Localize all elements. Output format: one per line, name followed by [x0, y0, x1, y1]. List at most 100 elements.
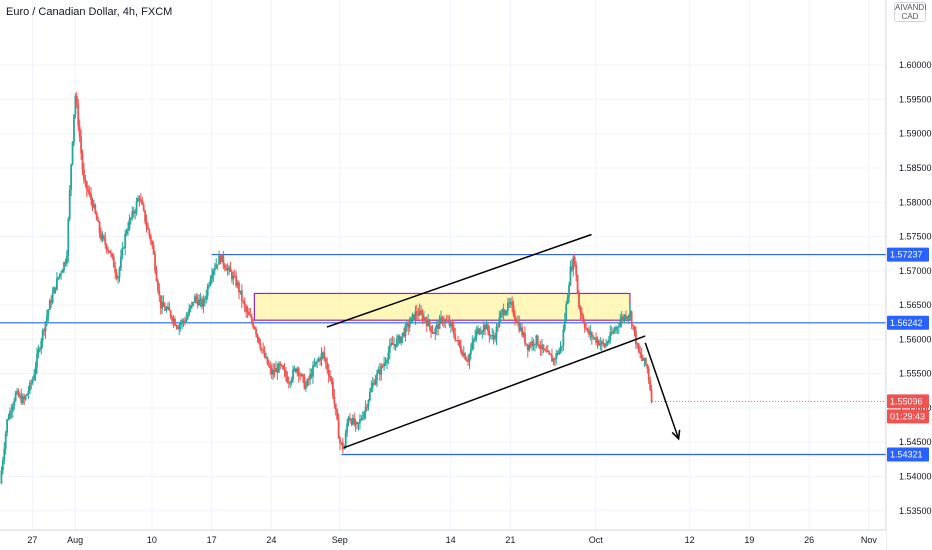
time-axis[interactable]: 27 Aug 10 17 24 Sep 14 21 Oct 12 19 26 Nov — [0, 529, 886, 550]
candle-body — [127, 228, 129, 232]
candle-body — [438, 318, 441, 329]
candle-body — [484, 325, 487, 330]
candle-body — [340, 442, 343, 444]
candle-body — [7, 418, 10, 420]
candle-body — [171, 317, 174, 322]
candle-body — [488, 330, 491, 336]
candle-body — [238, 282, 240, 293]
currency-badge[interactable]: AIVANDI CAD — [894, 2, 926, 22]
candle-body — [205, 295, 208, 300]
channel-lower-line — [343, 335, 646, 449]
candle-body — [68, 189, 71, 220]
horizontal-levels[interactable] — [0, 253, 886, 456]
candle-body — [53, 287, 55, 294]
candle-body — [367, 400, 370, 408]
candle-body — [212, 270, 215, 275]
candle-body — [403, 332, 405, 337]
candle-body — [489, 335, 492, 337]
candle-body — [442, 322, 445, 324]
candle-body — [451, 322, 454, 328]
candle-body — [396, 338, 398, 347]
trend-drawings[interactable] — [326, 233, 681, 449]
candle-body — [14, 392, 17, 401]
candle-body — [155, 270, 158, 281]
candle-body — [9, 411, 11, 419]
candle-body — [314, 361, 317, 365]
candle-body — [218, 255, 220, 265]
candle-body — [313, 364, 316, 366]
candle-body — [188, 308, 191, 315]
candle-body — [570, 266, 573, 270]
candle-body — [131, 211, 134, 218]
candle-body — [405, 323, 408, 326]
candle-body — [77, 105, 80, 127]
candle-body — [174, 318, 176, 326]
candle-body — [159, 295, 162, 309]
candle-body — [353, 417, 356, 425]
candle-body — [232, 275, 235, 280]
candle-body — [435, 324, 438, 329]
candle-body — [26, 394, 28, 396]
candle-body — [134, 211, 137, 214]
candle-body — [80, 136, 82, 154]
price-tick: 1.54500 — [899, 437, 932, 447]
candle-body — [585, 327, 588, 329]
candle-body — [551, 355, 553, 362]
candle-body — [542, 344, 545, 350]
candle-body — [521, 327, 523, 336]
candle-body — [458, 340, 461, 346]
candle-body — [179, 323, 182, 326]
candle-body — [185, 318, 188, 323]
candle-body — [191, 302, 193, 306]
candle-body — [622, 316, 625, 320]
candle-body — [230, 272, 233, 280]
candle-body — [613, 330, 616, 332]
candle-body — [16, 391, 18, 393]
candle-body — [142, 204, 145, 211]
chart-title: Euro / Canadian Dollar, 4h, FXCM — [6, 6, 173, 18]
candle-body — [336, 409, 339, 420]
candle-body — [478, 328, 481, 334]
price-tick: 1.57000 — [899, 266, 932, 276]
candle-body — [494, 338, 496, 340]
price-tick: 1.57500 — [899, 232, 932, 242]
candle-body — [267, 364, 270, 367]
candle-body — [60, 272, 63, 274]
price-axis[interactable]: 1.60000 1.59500 1.59000 1.58500 1.58000 1.575… — [885, 0, 932, 550]
candle-body — [34, 367, 37, 375]
candle-body — [195, 296, 198, 300]
current-price-label-bg — [887, 394, 929, 409]
candle-body — [347, 417, 350, 424]
candle-body — [104, 238, 107, 245]
candle-body — [448, 321, 451, 326]
level-price-label-bg — [887, 247, 929, 262]
candle-body — [319, 358, 321, 361]
candle-body — [576, 274, 579, 295]
candle-body — [43, 330, 46, 332]
candle-body — [331, 381, 334, 396]
currency-top: AIVANDI — [895, 3, 927, 12]
candle-body — [270, 368, 273, 375]
candle-body — [245, 306, 248, 312]
candle-body — [147, 226, 149, 230]
candle-body — [341, 442, 344, 450]
candle-body — [75, 95, 78, 106]
candle-body — [600, 341, 603, 344]
candle-body — [377, 369, 380, 374]
candle-body — [110, 252, 112, 254]
candle-body — [549, 353, 552, 356]
candle-body — [21, 396, 24, 403]
candle-body — [381, 365, 384, 367]
time-tick: Sep — [332, 535, 348, 545]
candle-body — [556, 353, 559, 355]
candle-body — [431, 332, 434, 334]
candle-body — [279, 363, 282, 365]
forecast-arrow-line — [644, 342, 680, 440]
currency-label: CAD — [901, 12, 919, 21]
candle-body — [479, 333, 482, 334]
candle-body — [233, 275, 236, 277]
candle-body — [286, 376, 289, 383]
candle-body — [248, 312, 250, 316]
candle-body — [388, 344, 391, 353]
